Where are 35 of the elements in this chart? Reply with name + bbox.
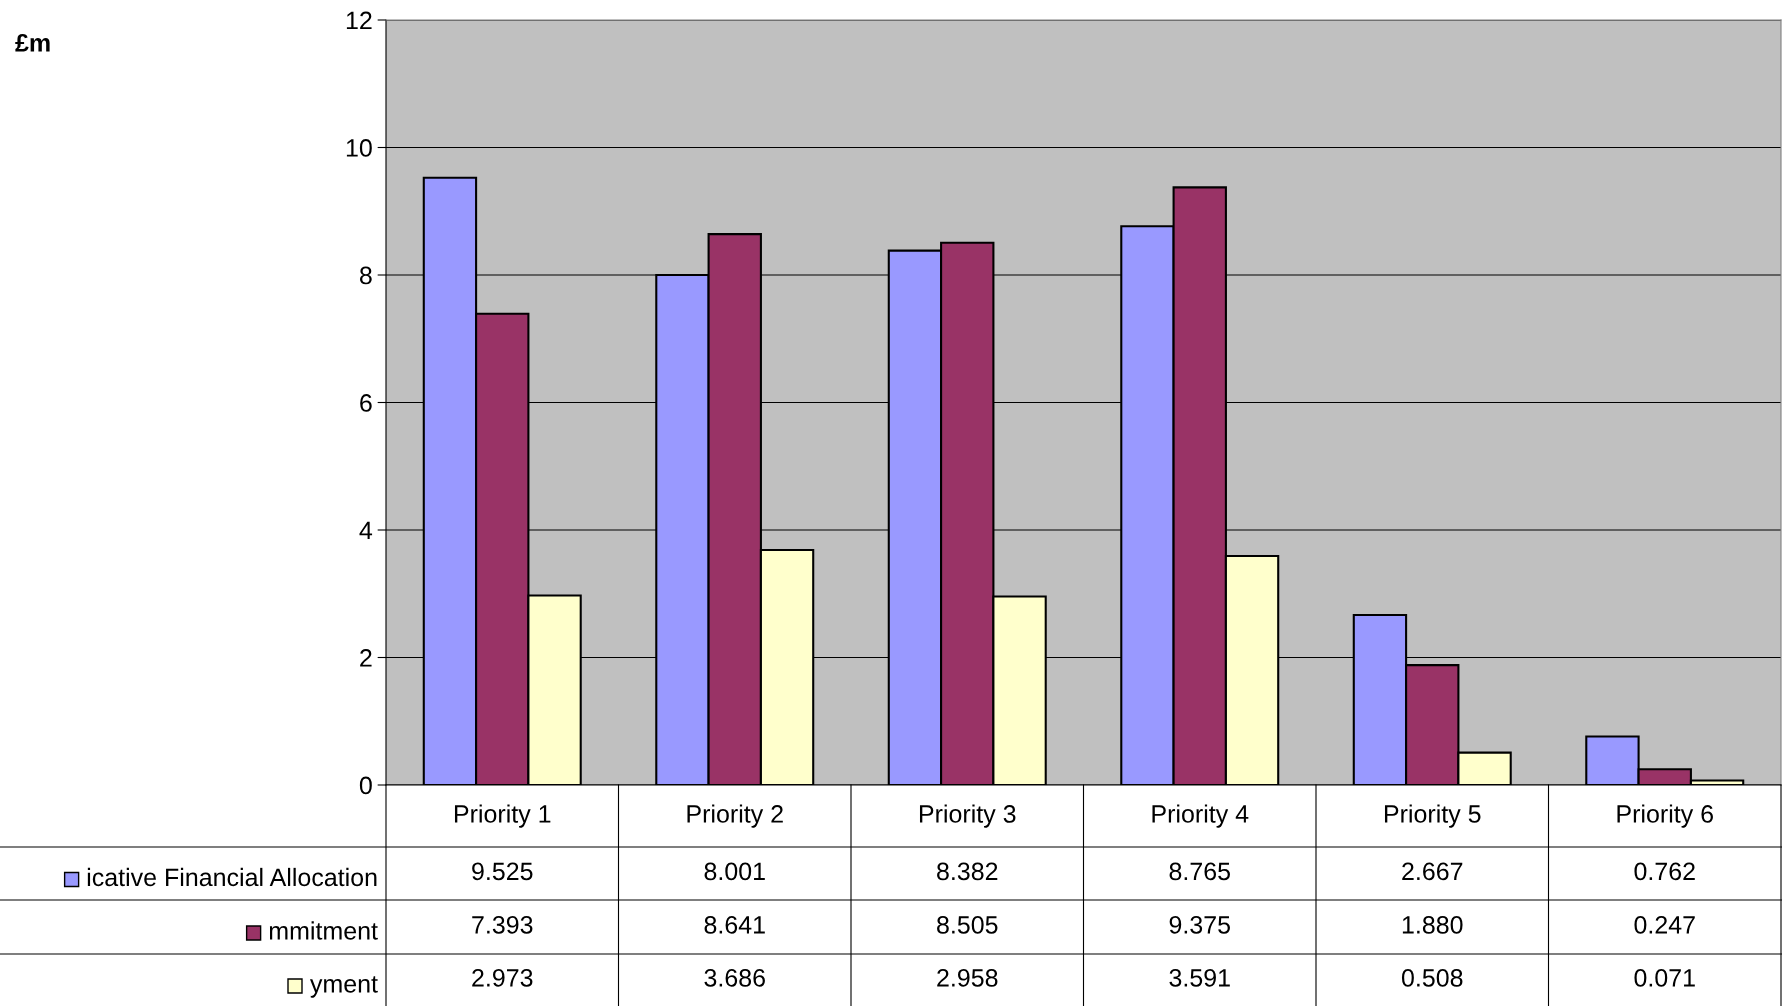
data-label: 2.667	[1402, 862, 1463, 881]
text: £m	[15, 34, 50, 52]
x-tick-label: Priority 6	[1617, 804, 1713, 828]
y-tick-label: 12	[346, 11, 372, 30]
y-tick-label: 2	[360, 649, 372, 667]
x-tick-label: Priority 4	[1152, 804, 1249, 828]
data-label: 9.525	[472, 862, 533, 881]
y-tick-label: 4	[359, 521, 373, 540]
data-label: 8.641	[704, 916, 765, 934]
data-label: 8.001	[704, 862, 765, 881]
legend-label: mmitment	[269, 921, 378, 940]
data-label: 8.505	[937, 916, 998, 934]
data-label: 7.393	[472, 916, 533, 934]
y-tick-label: 0	[359, 776, 372, 795]
legend-label: yment	[309, 976, 378, 998]
y-tick-label: 8	[359, 266, 372, 285]
data-label: 2.958	[937, 969, 998, 987]
data-label: 2.973	[472, 969, 533, 987]
data-label: 0.508	[1401, 969, 1463, 987]
data-label: 8.765	[1169, 862, 1230, 881]
x-tick-label: Priority 5	[1384, 804, 1481, 828]
data-label: 0.762	[1634, 862, 1695, 881]
y-tick-label: 6	[360, 394, 372, 412]
data-label: 8.382	[937, 862, 998, 881]
data-label: 3.591	[1169, 969, 1230, 987]
data-label: 0.071	[1634, 969, 1695, 987]
x-tick-label: Priority 1	[454, 804, 551, 828]
x-tick-label: Priority 2	[687, 804, 783, 828]
legend-label: icative Financial Allocation	[87, 867, 377, 887]
data-label: 3.686	[704, 969, 765, 987]
data-label: 0.247	[1634, 916, 1695, 934]
x-tick-label: Priority 3	[919, 804, 1016, 828]
data-label: 9.375	[1169, 916, 1230, 934]
y-tick-label: 10	[346, 139, 372, 157]
data-label: 1.880	[1402, 916, 1463, 934]
